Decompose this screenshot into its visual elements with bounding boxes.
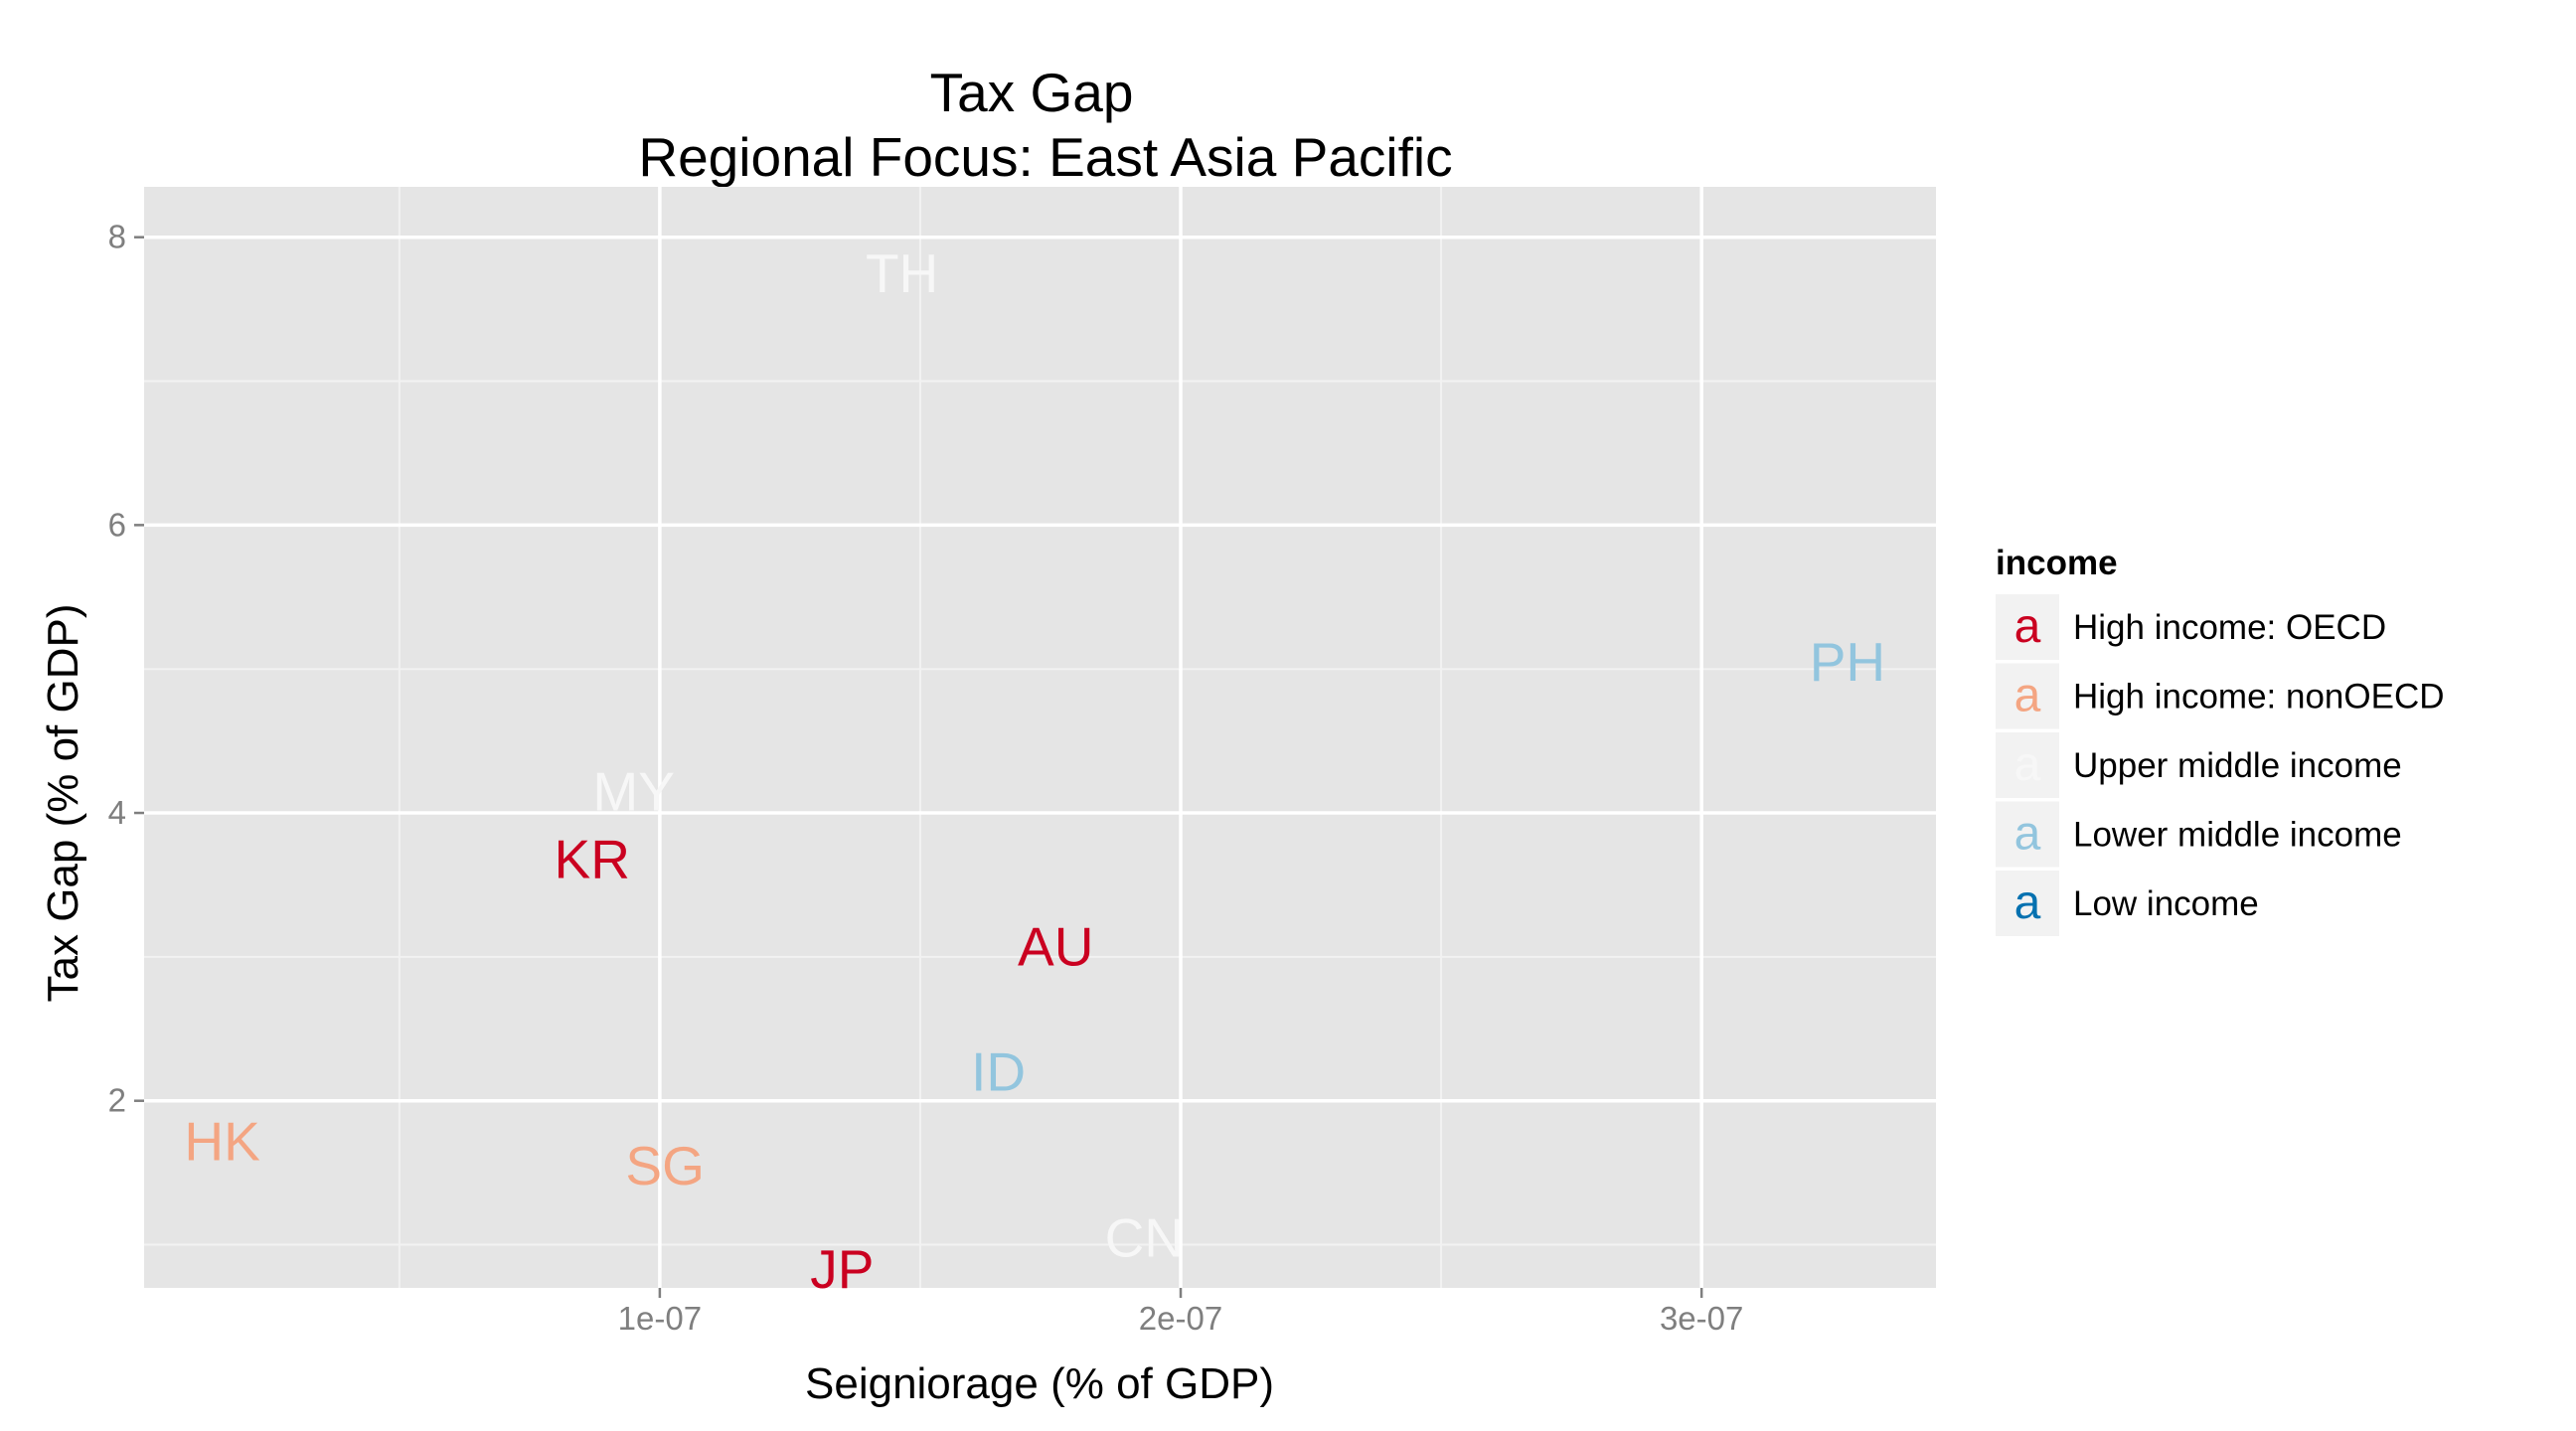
point-label-my: MY bbox=[592, 760, 675, 822]
point-label-th: TH bbox=[866, 242, 938, 304]
legend-entry-label: Upper middle income bbox=[2073, 746, 2402, 785]
point-label-hk: HK bbox=[184, 1110, 260, 1172]
y-tick-label: 4 bbox=[108, 794, 126, 831]
chart-subtitle: Regional Focus: East Asia Pacific bbox=[638, 126, 1452, 188]
x-axis-title: Seigniorage (% of GDP) bbox=[805, 1359, 1274, 1408]
legend-key-glyph: a bbox=[2014, 738, 2041, 791]
y-axis-title: Tax Gap (% of GDP) bbox=[39, 603, 87, 1002]
legend-key-glyph: a bbox=[2014, 600, 2041, 653]
point-label-id: ID bbox=[971, 1041, 1026, 1103]
minor-gridlines bbox=[144, 187, 1936, 1288]
y-axis: 2 4 6 8 bbox=[108, 219, 144, 1119]
legend-entry-label: Lower middle income bbox=[2073, 816, 2402, 855]
point-label-sg: SG bbox=[625, 1135, 704, 1196]
y-tick-label: 2 bbox=[108, 1082, 126, 1119]
legend-key-glyph: a bbox=[2014, 670, 2041, 722]
y-tick-label: 6 bbox=[108, 506, 126, 543]
legend-key-glyph: a bbox=[2014, 808, 2041, 861]
point-label-ph: PH bbox=[1810, 631, 1885, 693]
x-tick-label: 3e-07 bbox=[1660, 1300, 1743, 1337]
legend-key bbox=[1996, 871, 2059, 936]
legend: income a High income: OECD a High income: n… bbox=[1996, 544, 2445, 936]
point-label-cn: CN bbox=[1105, 1206, 1184, 1268]
y-tick-label: 8 bbox=[108, 219, 126, 255]
point-label-au: AU bbox=[1018, 916, 1093, 978]
x-axis: 1e-07 2e-07 3e-07 bbox=[618, 1288, 1743, 1337]
legend-key-glyph: a bbox=[2014, 876, 2041, 929]
chart-title: Tax Gap bbox=[930, 62, 1134, 123]
legend-entries: a High income: OECD a High income: nonOECD a… bbox=[1996, 594, 2445, 936]
legend-entry-label: High income: OECD bbox=[2073, 608, 2386, 647]
legend-entry-label: Low income bbox=[2073, 884, 2259, 923]
point-label-jp: JP bbox=[810, 1238, 874, 1300]
point-label-kr: KR bbox=[555, 828, 630, 889]
x-tick-label: 2e-07 bbox=[1139, 1300, 1222, 1337]
legend-key bbox=[1996, 663, 2059, 729]
legend-key bbox=[1996, 801, 2059, 868]
legend-key bbox=[1996, 594, 2059, 660]
major-gridlines bbox=[144, 187, 1936, 1288]
x-tick-label: 1e-07 bbox=[618, 1300, 702, 1337]
legend-title: income bbox=[1996, 544, 2118, 582]
legend-entry-label: High income: nonOECD bbox=[2073, 678, 2445, 716]
plot-panel bbox=[144, 187, 1936, 1288]
legend-key bbox=[1996, 732, 2059, 798]
